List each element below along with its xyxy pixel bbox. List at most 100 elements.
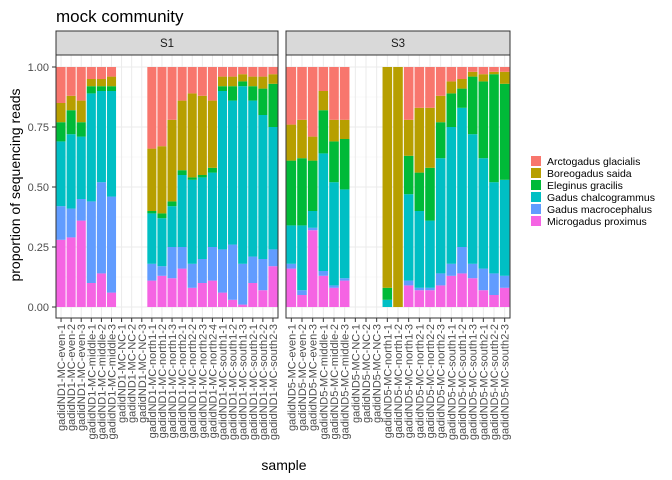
bar-segment (238, 74, 248, 82)
bar-stack (167, 67, 177, 307)
bar-segment (307, 227, 318, 231)
bar-stack (297, 67, 307, 307)
bar-segment (478, 81, 489, 159)
bar-stack (96, 67, 106, 307)
bar-stack (499, 67, 510, 307)
bar-segment (446, 275, 457, 307)
bar-segment (297, 225, 307, 291)
bar-segment (268, 127, 278, 250)
x-tick-label: gadidND1-MC-even-2 (66, 324, 78, 431)
bar-stack (177, 67, 187, 307)
bar-segment (86, 67, 96, 79)
bar-stack (329, 67, 339, 307)
bar-segment (187, 177, 197, 180)
bar-stack (86, 67, 96, 307)
bar-segment (286, 268, 297, 307)
bar-segment (329, 119, 339, 142)
bar-segment (457, 79, 467, 89)
bar-stack (478, 67, 489, 307)
bar-segment (56, 122, 66, 142)
x-tick-label: gadidND5-MC-north1-2 (393, 324, 405, 438)
y-tick-label: 0.50 (28, 182, 49, 194)
bar-segment (167, 119, 177, 202)
bar-segment (268, 74, 278, 84)
bar-segment (106, 196, 117, 293)
legend-swatch (531, 156, 541, 166)
bar-segment (258, 290, 268, 307)
bar-segment (435, 158, 446, 274)
bar-segment (446, 127, 457, 264)
bar-stack (403, 67, 414, 307)
bar-segment (106, 67, 117, 77)
bar-segment (96, 182, 106, 274)
bar-segment (258, 115, 268, 259)
bar-segment (489, 67, 499, 72)
legend-item: Gadus macrocephalus (531, 204, 652, 216)
bar-segment (435, 95, 446, 123)
bar-segment (197, 175, 207, 178)
bar-segment (446, 81, 457, 94)
bar-segment (457, 107, 467, 247)
bar-stack (157, 67, 167, 307)
bar-segment (147, 148, 157, 211)
bar-segment (403, 119, 414, 156)
bar-segment (76, 220, 86, 307)
bar-segment (286, 263, 297, 269)
y-tick-label: 0.00 (28, 302, 49, 314)
x-tick-label: gadidND1-MC-north2-2 (187, 324, 199, 438)
bar-segment (467, 67, 478, 72)
bar-stack (414, 67, 425, 307)
y-axis: 0.00 0.25 0.50 0.75 1.00 (28, 62, 56, 314)
bar-segment (147, 213, 157, 264)
bar-segment (478, 74, 489, 82)
bar-segment (499, 71, 510, 84)
bar-segment (66, 110, 76, 135)
bar-segment (96, 79, 106, 87)
bar-segment (217, 91, 228, 250)
x-tick-label: gadidND5-MC-even-3 (308, 324, 320, 431)
x-tick-label: gadidND5-MC-north2-2 (425, 324, 437, 438)
bar-segment (197, 283, 207, 307)
bar-segment (106, 86, 117, 91)
x-tick-label: gadidND5-MC-south2-1 (478, 324, 490, 440)
bar-stack (248, 67, 258, 307)
legend-label: Gadus macrocephalus (547, 204, 652, 216)
bar-segment (248, 100, 258, 257)
bar-stack (217, 67, 228, 307)
bar-stack (238, 67, 248, 307)
bar-segment (307, 160, 318, 211)
bar-segment (248, 283, 258, 307)
bar-stack (56, 67, 66, 307)
bar-segment (268, 266, 278, 307)
legend-swatch (531, 180, 541, 190)
y-axis-label: proportion of sequencing reads (7, 88, 23, 281)
facet-strip (285, 30, 511, 56)
bar-segment (489, 295, 499, 307)
x-tick-label: gadidND1-MC-NC-2 (127, 324, 139, 423)
x-tick-label: gadidND5-MC-south2-3 (500, 324, 512, 440)
bar-segment (217, 86, 228, 91)
bar-segment (76, 136, 86, 199)
bar-segment (457, 88, 467, 108)
x-tick-label: gadidND1-MC-middle-1 (86, 324, 98, 440)
bar-segment (177, 100, 187, 171)
bar-segment (339, 119, 350, 139)
bar-segment (258, 259, 268, 291)
bar-segment (228, 299, 238, 307)
legend-item: Eleginus gracilis (531, 180, 623, 192)
bar-stack (393, 67, 403, 307)
bar-stack (435, 67, 446, 307)
bar-segment (489, 273, 499, 295)
bar-segment (228, 86, 238, 101)
x-tick-label: gadidND1-MC-south2-3 (268, 324, 280, 440)
bar-segment (238, 304, 248, 307)
bar-segment (167, 278, 177, 307)
bar-segment (56, 103, 66, 123)
bar-segment (329, 287, 339, 307)
bar-segment (339, 189, 350, 279)
legend-item: Boreogadus saida (531, 168, 632, 180)
bar-segment (217, 76, 228, 87)
bar-segment (457, 67, 467, 79)
bar-segment (382, 67, 393, 288)
